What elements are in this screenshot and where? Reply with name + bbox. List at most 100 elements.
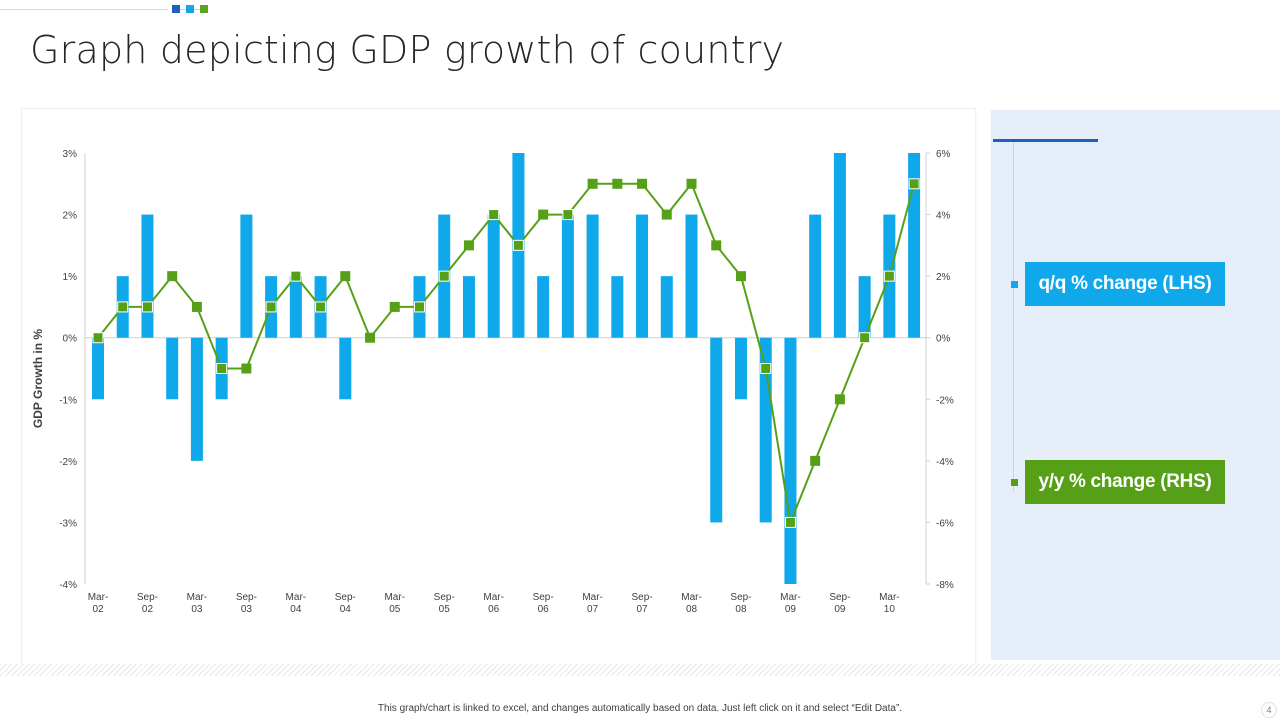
marker-yy [760,363,772,374]
x-tick-label: 07 [636,604,648,615]
marker-yy [265,301,277,313]
y-tick-label-right: -6% [936,518,954,529]
accent-bar [993,139,1098,142]
x-tick-label: 05 [389,604,401,615]
marker-yy [512,239,524,251]
marker-yy [488,209,500,221]
x-tick-label: Sep- [236,592,257,603]
bar-qq [561,214,574,338]
marker-yy [735,271,746,282]
marker-yy [538,209,549,220]
slide-title: Graph depicting GDP growth of country [30,28,785,72]
x-tick-label: Sep- [730,592,751,603]
marker-yy [834,394,845,405]
x-tick-label: 09 [785,604,797,615]
y-tick-label-left: 2% [63,211,78,222]
marker-yy [290,270,302,282]
legend-panel: q/q % change (LHS) y/y % change (RHS) [991,110,1280,660]
marker-yy [141,301,153,313]
legend-item-yy[interactable]: y/y % change (RHS) [1011,460,1225,504]
x-tick-label: 06 [488,604,500,615]
y-tick-label-left: 3% [63,149,78,160]
footer-note: This graph/chart is linked to excel, and… [377,703,903,714]
square-marker-icon [1011,280,1018,288]
bar-qq [611,276,624,338]
bar-qq [166,337,179,400]
x-tick-label: 02 [142,604,154,615]
x-tick-label: 09 [834,604,846,615]
marker-yy [612,178,623,189]
y-tick-label-right: 6% [936,149,951,160]
legend-text: q/q % change (LHS) [1038,273,1212,294]
x-tick-label: 05 [439,604,451,615]
y-tick-label-left: 0% [63,334,78,345]
y-tick-label-left: -4% [59,580,77,591]
marker-yy [463,240,474,251]
y-tick-label-left: -3% [59,518,77,529]
x-tick-label: 06 [538,604,550,615]
marker-yy [191,301,202,312]
legend-item-qq[interactable]: q/q % change (LHS) [1011,262,1225,306]
y-tick-label-right: -2% [936,395,954,406]
marker-yy [241,363,252,374]
y-tick-label-right: 2% [936,272,951,283]
x-tick-label: 10 [884,604,896,615]
decor-separator [180,8,186,10]
x-tick-label: Mar- [483,592,504,603]
x-tick-label: 08 [686,604,698,615]
legend-connector-line [1013,142,1014,492]
y-tick-label-right: 0% [936,334,951,345]
x-tick-label: Sep- [335,592,356,603]
x-tick-label: Mar- [88,592,109,603]
x-tick-label: Sep- [137,592,158,603]
marker-yy [365,332,376,343]
x-tick-label: Sep- [533,592,554,603]
x-tick-label: 03 [191,604,203,615]
y-tick-label-left: -2% [59,457,77,468]
marker-yy [340,271,351,282]
legend-label-qq: q/q % change (LHS) [1025,262,1225,306]
bar-qq [710,337,723,523]
x-tick-label: Mar- [384,592,405,603]
bar-qq [784,337,797,584]
marker-yy [92,332,104,344]
marker-yy [686,178,697,189]
gdp-growth-chart[interactable]: 3% 2% 1% 0% -1% -2% -3% -4% 6% 4% 2% 0% -2% -4% -6% -8%… [22,109,975,665]
bar-qq [809,214,822,338]
top-decoration [172,5,208,13]
marker-yy [389,301,400,312]
marker-yy [661,209,672,220]
y-tick-label-right: 4% [936,211,951,222]
decor-square-1 [172,5,180,13]
x-tick-label: Mar- [780,592,801,603]
y-axis-title: GDP Growth in % [31,329,45,428]
marker-yy [810,455,821,466]
decor-square-3 [200,5,208,13]
bar-qq [636,214,649,338]
marker-yy [711,240,722,251]
marker-yy [438,270,450,282]
bar-qq [240,214,253,338]
x-tick-label: Mar- [681,592,702,603]
x-tick-label: Mar- [879,592,900,603]
marker-yy [587,178,598,189]
bar-qq [339,337,352,400]
bar-qq [908,153,921,338]
y-tick-label-left: 1% [63,272,78,283]
chart-container[interactable]: 3% 2% 1% 0% -1% -2% -3% -4% 6% 4% 2% 0% -2% -4% -6% -8%… [21,108,976,666]
marker-yy [784,516,796,528]
x-tick-label: Sep- [829,592,850,603]
top-rule [0,9,168,10]
marker-yy [413,301,425,313]
marker-yy [216,363,228,374]
x-tick-label: Sep- [631,592,652,603]
y-tick-label-left: -1% [59,395,77,406]
bar-qq [190,337,203,461]
bar-qq [289,276,302,338]
x-tick-label: 04 [290,604,302,615]
x-tick-label: 02 [92,604,104,615]
x-tick-label: Mar- [286,592,307,603]
x-tick-label: 08 [735,604,747,615]
marker-yy [883,270,895,282]
bar-qq [734,337,747,400]
